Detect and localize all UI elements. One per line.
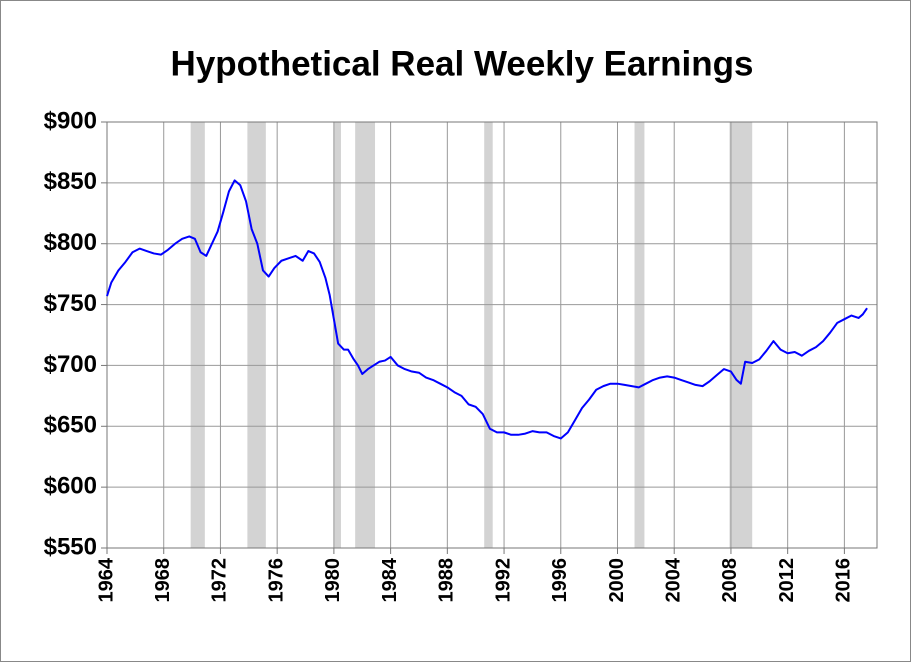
x-tick-label: 1988	[436, 558, 458, 603]
y-tick-label: $750	[44, 290, 97, 317]
x-tick-label: 1976	[265, 558, 287, 603]
x-tick-label: 1972	[209, 558, 231, 603]
x-tick-label: 2004	[663, 557, 685, 602]
recession-band	[355, 122, 376, 548]
chart-title: Hypothetical Real Weekly Earnings	[171, 44, 754, 83]
x-tick-label: 2000	[606, 558, 628, 603]
y-tick-label: $800	[44, 229, 97, 256]
y-tick-label: $550	[44, 533, 97, 560]
x-tick-label: 2008	[719, 558, 741, 603]
x-tick-label: 1964	[95, 557, 117, 602]
recession-band	[634, 122, 645, 548]
y-tick-label: $600	[44, 472, 97, 499]
y-tick-label: $650	[44, 412, 97, 439]
y-tick-label: $850	[44, 168, 97, 195]
x-tick-label: 1996	[549, 558, 571, 603]
y-tick-label: $700	[44, 351, 97, 378]
recession-band	[247, 122, 266, 548]
x-tick-label: 2012	[776, 558, 798, 603]
plot-border	[106, 121, 878, 549]
recession-band	[190, 122, 205, 548]
data-line	[106, 179, 868, 440]
recession-band	[729, 122, 753, 548]
x-tick-label: 1984	[379, 557, 401, 602]
recession-band	[484, 122, 493, 548]
y-tick-label: $900	[44, 107, 97, 134]
x-tick-label: 1992	[492, 558, 514, 603]
x-tick-label: 1980	[322, 558, 344, 603]
x-tick-label: 2016	[833, 558, 855, 603]
x-tick-label: 1968	[152, 558, 174, 603]
